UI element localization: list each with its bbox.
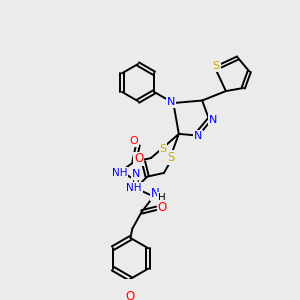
Text: N: N xyxy=(167,97,175,107)
Text: O: O xyxy=(125,290,134,300)
Text: S: S xyxy=(168,151,175,164)
Text: N: N xyxy=(209,115,217,125)
Text: O: O xyxy=(134,152,143,166)
Text: N: N xyxy=(132,169,140,179)
Text: O: O xyxy=(158,201,167,214)
Text: N: N xyxy=(194,131,202,141)
Text: H: H xyxy=(132,176,140,185)
Text: O: O xyxy=(129,136,138,146)
Text: NH: NH xyxy=(112,168,127,178)
Text: S: S xyxy=(213,61,220,71)
Text: N: N xyxy=(151,187,160,200)
Text: H: H xyxy=(158,193,166,203)
Text: NH: NH xyxy=(126,183,142,193)
Text: S: S xyxy=(159,144,167,154)
